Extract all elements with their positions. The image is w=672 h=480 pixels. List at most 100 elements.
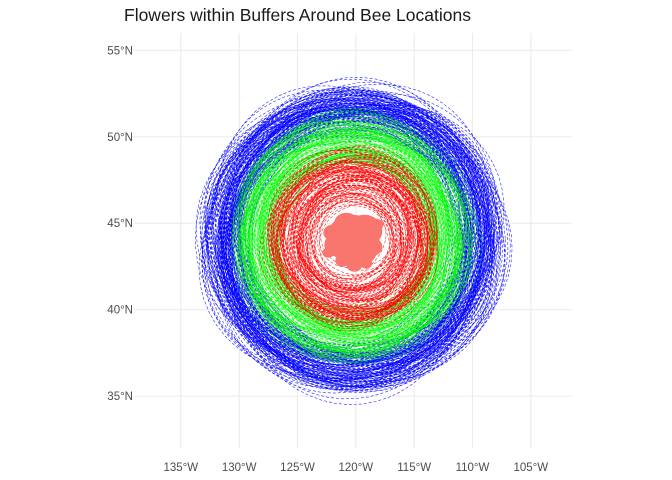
buffer-ring <box>283 183 412 303</box>
buffer-ring <box>259 146 429 314</box>
x-tick-label: 110°W <box>456 462 490 474</box>
buffer-ring <box>254 124 452 345</box>
buffer-ring <box>242 133 458 349</box>
buffer-ring <box>244 119 470 344</box>
buffer-ring <box>217 104 486 392</box>
buffer-ring <box>250 131 464 332</box>
buffer-ring <box>265 161 429 313</box>
buffer-ring <box>300 190 395 291</box>
buffer-ring <box>275 138 448 332</box>
buffer-ring <box>282 171 410 312</box>
buffer-ring <box>291 178 415 289</box>
buffer-ring <box>224 104 467 359</box>
buffer-ring <box>240 120 441 346</box>
buffer-ring-group <box>259 145 439 332</box>
buffer-ring <box>207 92 497 383</box>
buffer-ring <box>275 153 432 307</box>
buffer-ring <box>268 155 443 328</box>
bee-location-cluster <box>322 212 384 272</box>
buffer-ring <box>225 116 491 353</box>
buffer-ring <box>249 132 468 359</box>
bee-location-blob <box>360 256 373 269</box>
buffer-ring <box>298 179 415 297</box>
buffer-ring <box>248 121 453 348</box>
buffer-ring <box>272 154 433 327</box>
buffer-ring <box>207 107 493 370</box>
buffer-ring <box>297 185 422 305</box>
buffer-ring <box>314 203 394 285</box>
buffer-ring <box>270 154 423 327</box>
buffer-ring <box>265 156 445 335</box>
buffer-layer <box>195 77 513 405</box>
y-tick-label: 50°N <box>107 132 133 144</box>
buffer-ring <box>302 193 398 295</box>
buffer-ring <box>299 180 419 292</box>
buffer-ring <box>220 93 489 387</box>
buffer-ring <box>209 94 481 382</box>
bee-location-blob <box>334 212 359 233</box>
x-tick-label: 105°W <box>514 462 549 474</box>
buffer-ring <box>219 108 488 388</box>
buffer-ring <box>287 169 410 292</box>
buffer-ring <box>199 98 501 383</box>
buffer-ring <box>303 186 408 294</box>
buffer-ring <box>212 116 489 364</box>
buffer-ring <box>279 161 427 313</box>
buffer-ring <box>296 186 419 303</box>
buffer-ring <box>264 151 427 328</box>
bee-location-blob <box>346 257 363 272</box>
bee-location-blob <box>323 224 342 241</box>
buffer-ring <box>301 187 419 297</box>
buffer-ring <box>273 155 439 311</box>
buffer-ring <box>306 198 407 292</box>
buffer-ring <box>292 165 417 307</box>
buffer-ring <box>195 103 495 386</box>
buffer-ring <box>270 165 421 308</box>
buffer-ring <box>232 127 457 351</box>
buffer-ring <box>233 109 490 384</box>
x-tick-label: 130°W <box>222 462 257 474</box>
buffer-ring <box>218 108 485 362</box>
buffer-ring <box>307 179 409 293</box>
bee-location-blob <box>322 247 335 258</box>
buffer-ring <box>319 203 397 289</box>
buffer-ring <box>268 149 422 324</box>
buffer-ring <box>238 134 459 339</box>
buffer-ring <box>232 114 471 374</box>
buffer-ring <box>275 171 431 311</box>
buffer-ring <box>232 134 474 359</box>
buffer-ring <box>293 175 422 309</box>
buffer-ring <box>250 127 463 341</box>
buffer-ring <box>292 174 413 301</box>
buffer-ring <box>245 123 460 346</box>
buffer-ring <box>220 106 482 367</box>
buffer-ring <box>234 128 461 360</box>
buffer-ring <box>272 155 438 320</box>
bee-location-blob <box>369 218 384 231</box>
buffer-ring <box>314 200 400 284</box>
buffer-ring <box>243 137 463 351</box>
buffer-ring <box>302 177 419 302</box>
buffer-ring <box>312 185 405 286</box>
buffer-ring <box>203 102 499 393</box>
buffer-ring <box>225 109 486 389</box>
buffer-ring <box>274 146 434 317</box>
buffer-ring <box>228 97 494 382</box>
buffer-ring <box>309 205 387 280</box>
buffer-ring <box>273 151 425 317</box>
buffer-ring <box>232 104 471 357</box>
buffer-ring <box>311 192 391 277</box>
buffer-ring <box>230 113 478 376</box>
buffer-ring <box>283 175 423 301</box>
x-tick-label: 115°W <box>397 462 431 474</box>
buffer-ring <box>275 164 429 317</box>
buffer-ring <box>261 148 437 332</box>
x-tick-label: 120°W <box>339 462 374 474</box>
buffer-ring <box>209 83 489 387</box>
buffer-ring <box>233 130 476 358</box>
buffer-ring <box>255 138 444 340</box>
buffer-ring <box>218 99 494 369</box>
buffer-ring <box>262 158 421 326</box>
buffer-ring <box>254 145 433 338</box>
buffer-ring <box>281 162 432 321</box>
